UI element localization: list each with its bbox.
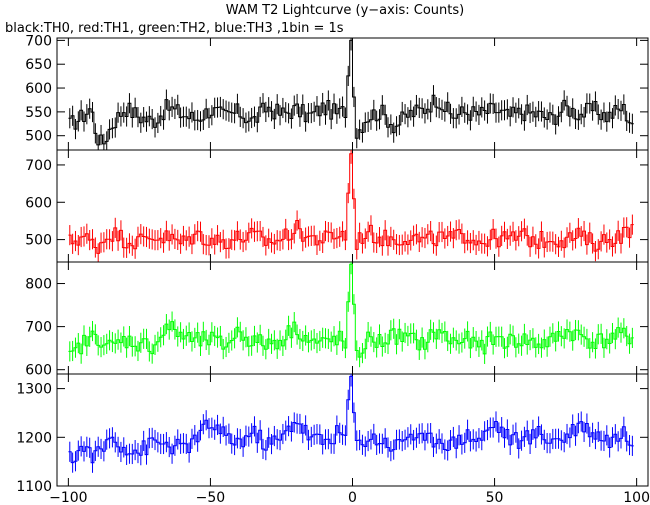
x-tick-label: 100: [623, 490, 650, 505]
series-th1: [68, 150, 634, 262]
y-tick-label: 500: [25, 129, 52, 145]
y-tick-label: 800: [25, 277, 52, 293]
panel-th2: 600 700 800: [25, 261, 649, 379]
panels: 500 550 600 650 700 500 600 700 600 700 800 1100 120…: [16, 33, 649, 495]
y-tick-label: 600: [25, 195, 52, 211]
chart-title: WAM T2 Lightcurve (y−axis: Counts): [226, 3, 464, 18]
y-tick-label: 500: [25, 233, 52, 249]
y-tick-label: 700: [25, 158, 52, 174]
series-th2: [68, 262, 634, 368]
panel-th1: 500 600 700: [25, 149, 649, 263]
series-line: [68, 153, 634, 254]
series-line: [68, 263, 634, 358]
y-tick-label: 650: [25, 57, 52, 73]
chart-subtitle: black:TH0, red:TH1, green:TH2, blue:TH3 …: [5, 21, 344, 36]
y-tick-label: 1200: [16, 430, 52, 446]
panel-th0: 500 550 600 650 700: [25, 33, 649, 151]
series-th3: [68, 374, 634, 473]
y-tick-label: 1100: [16, 479, 52, 495]
x-axis: −100 −50 0 50 100: [49, 490, 650, 505]
x-tick-label: −100: [49, 490, 87, 505]
x-tick-label: 0: [348, 490, 357, 505]
series-th0: [68, 38, 634, 150]
panel-th3: 1100 1200 1300: [16, 373, 649, 495]
series-line: [68, 39, 634, 146]
y-tick-label: 600: [25, 81, 52, 97]
series-line: [68, 375, 634, 464]
y-tick-label: 600: [25, 363, 52, 379]
x-tick-label: −50: [196, 490, 226, 505]
y-tick-label: 700: [25, 320, 52, 336]
x-tick-label: 50: [486, 490, 504, 505]
y-tick-label: 700: [25, 33, 52, 49]
y-tick-label: 1300: [16, 382, 52, 398]
y-tick-label: 550: [25, 105, 52, 121]
